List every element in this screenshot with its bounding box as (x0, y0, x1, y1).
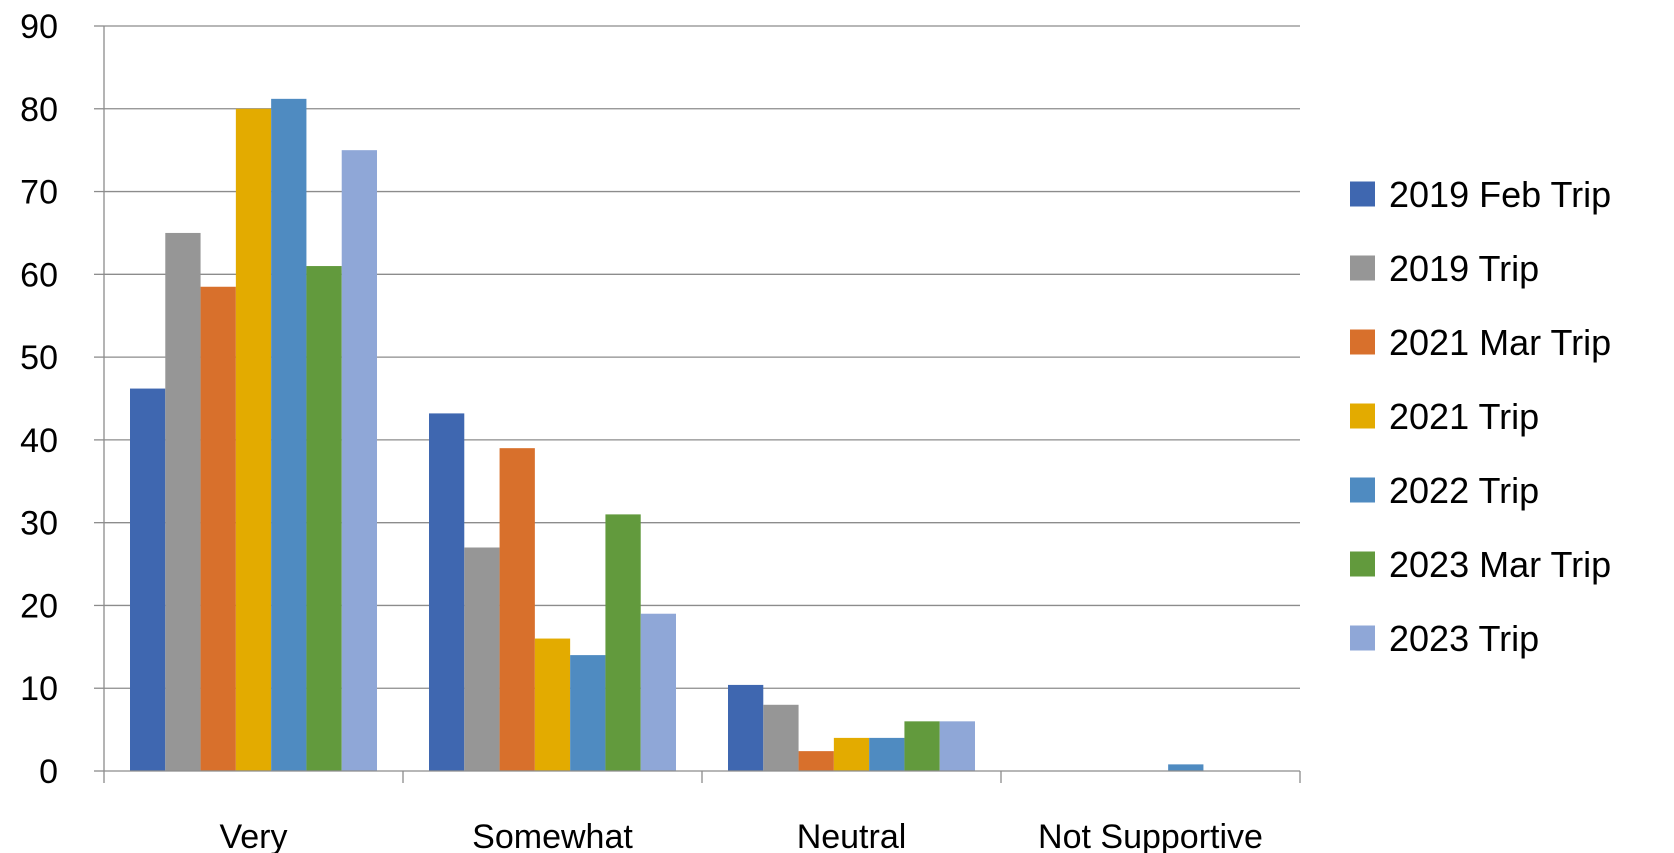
bar (165, 232, 201, 771)
bar (271, 98, 307, 772)
legend-swatch (1350, 255, 1375, 281)
y-tick-label: 30 (20, 505, 58, 543)
legend-label: 2021 Trip (1389, 396, 1539, 437)
x-tick-label: Neutral (797, 818, 907, 853)
legend: 2019 Feb Trip 2019 Trip 2021 Mar Trip 2021 … (1350, 174, 1611, 659)
legend-label: 2022 Trip (1389, 470, 1539, 511)
legend-swatch (1350, 403, 1375, 429)
y-tick-label: 80 (20, 91, 58, 129)
bar (904, 721, 940, 771)
y-tick-label: 20 (20, 587, 58, 625)
y-tick-label: 10 (20, 670, 58, 708)
legend-swatch (1350, 625, 1375, 651)
bar (341, 150, 377, 771)
bar (464, 547, 500, 771)
bar (306, 266, 342, 771)
bar (869, 737, 905, 771)
bar (130, 388, 166, 771)
y-tick-label: 40 (20, 422, 58, 460)
legend-swatch (1350, 181, 1375, 207)
y-tick-label: 0 (39, 753, 58, 791)
bar (939, 721, 975, 771)
bar (833, 737, 870, 771)
x-tick-label: Somewhat (472, 818, 633, 853)
y-tick-label: 90 (20, 8, 58, 46)
y-tick-label: 70 (20, 174, 58, 212)
bar (200, 286, 236, 771)
bars (130, 98, 1204, 772)
bar (728, 684, 764, 771)
y-tick-labels: 0 10 20 30 40 50 60 70 80 90 (20, 8, 58, 791)
legend-swatch (1350, 551, 1375, 577)
axes (94, 25, 1301, 783)
bar (235, 108, 272, 772)
legend-label: 2019 Trip (1389, 248, 1539, 289)
x-tick-label: Very (219, 818, 287, 853)
legend-label: 2021 Mar Trip (1389, 322, 1611, 363)
bar (640, 613, 676, 771)
bar (1168, 764, 1204, 771)
bar (605, 514, 641, 771)
x-tick-label: Not Supportive (1038, 818, 1263, 853)
bar (429, 413, 465, 771)
y-tick-label: 50 (20, 339, 58, 377)
bar (798, 751, 834, 771)
bar (499, 448, 535, 771)
legend-label: 2019 Feb Trip (1389, 174, 1611, 215)
legend-label: 2023 Trip (1389, 618, 1539, 659)
legend-label: 2023 Mar Trip (1389, 544, 1611, 585)
bar (534, 638, 571, 771)
y-tick-label: 60 (20, 256, 58, 294)
x-tick-labels: Very Somewhat Neutral Not Supportive (219, 818, 1262, 853)
legend-swatch (1350, 329, 1375, 355)
bar (570, 655, 606, 771)
bar (763, 704, 799, 771)
legend-swatch (1350, 477, 1375, 503)
